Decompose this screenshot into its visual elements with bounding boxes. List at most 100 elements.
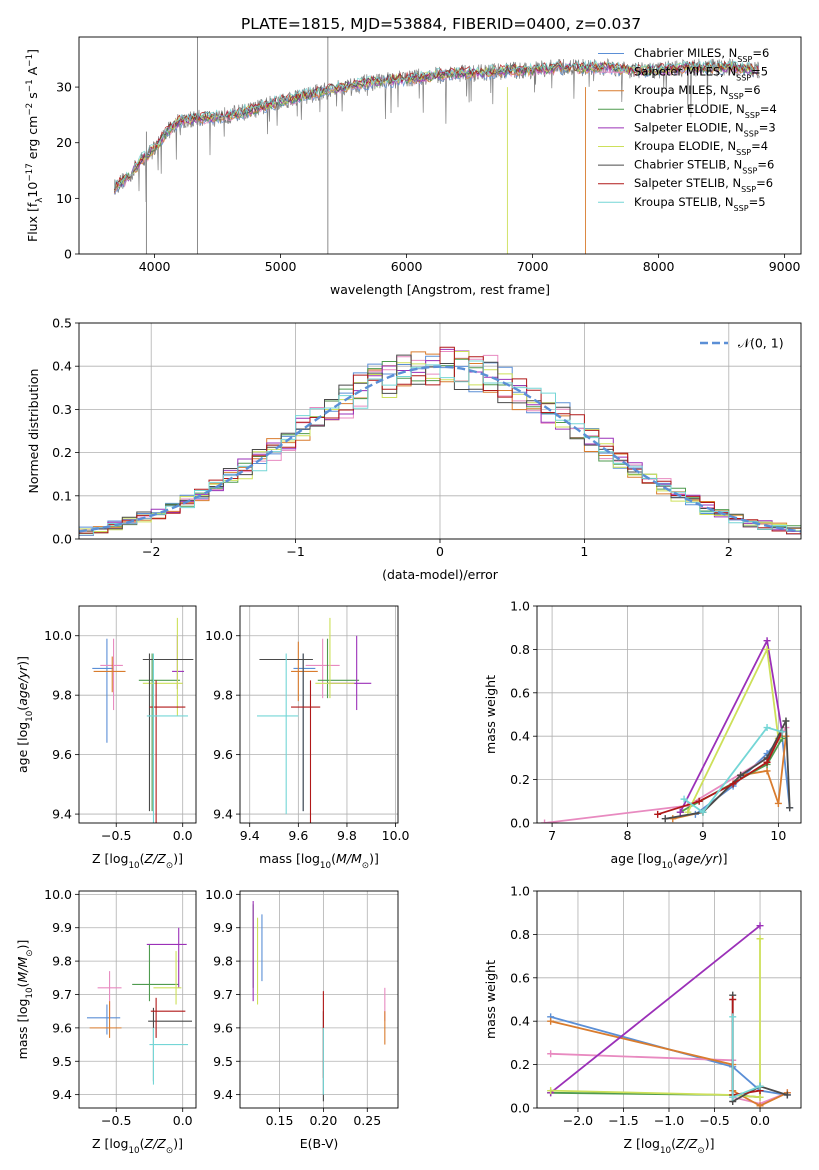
y-tick-label: 9.6 (52, 747, 72, 762)
x-tick-label: 1 (580, 544, 588, 559)
y-axis-label: mass weight (483, 675, 498, 754)
weight_vs_age-panel-plot (541, 637, 794, 823)
spectrum-model-line-8 (113, 59, 759, 189)
weight-marker-7 (695, 797, 703, 805)
x-axis-label: wavelength [Angstrom, rest frame] (330, 282, 550, 297)
y-tick-label: 9.4 (52, 807, 72, 822)
x-tick-label: 10.0 (382, 828, 410, 843)
x-tick-label: −0.5 (101, 828, 131, 843)
weight-marker-8 (729, 1093, 737, 1101)
axes-border (78, 36, 802, 255)
x-tick-label: −1.5 (608, 1113, 638, 1128)
weight-marker-5 (756, 1093, 764, 1101)
residuals-panel: −2 −1 0 1 2 0.0 0.1 0.2 0.3 0.4 0.5 𝒩(0, 1) (data-mo… (26, 316, 802, 582)
y-tick-label: 0.8 (510, 642, 530, 657)
weight-marker-8 (699, 808, 707, 816)
weight_vs_Z-panel-frame: −2.0 −1.5 −1.0 −0.5 0.0 0.0 0.2 0.4 0.6 0.8 1.0 Z [… (483, 884, 802, 1156)
spectrum-panel-frame: 4000 5000 6000 7000 8000 9000 0 10 20 30 Chabrier … (25, 36, 802, 297)
mass_vs_ebv-panel-frame: 0.15 0.20 0.25 9.4 9.5 9.6 9.7 9.8 9.9 10.0 E(B-V) (205, 887, 399, 1151)
y-tick-label: 9.8 (213, 954, 233, 969)
spectrum-panel: 4000 5000 6000 7000 8000 9000 0 10 20 30 Chabrier … (25, 36, 802, 297)
legend-entry: Salpeter MILES, NSSP=5 (634, 65, 768, 83)
x-tick-label: 9.4 (240, 828, 260, 843)
y-tick-label: 9.7 (52, 987, 72, 1002)
x-tick-label: 7000 (517, 259, 549, 274)
x-tick-label: 9000 (769, 259, 801, 274)
x-axis-label: Z [log10(Z/Z⊙)] (92, 1136, 183, 1156)
y-tick-label: 0.2 (52, 445, 72, 460)
legend-entry: Salpeter STELIB, NSSP=6 (634, 176, 773, 194)
weight-marker-2 (774, 799, 782, 807)
weight-marker-8 (729, 1013, 737, 1021)
y-tick-label: 9.8 (52, 688, 72, 703)
legend-entry: 𝒩(0, 1) (738, 336, 784, 351)
x-tick-label: 5000 (265, 259, 297, 274)
x-tick-label: 9.6 (288, 828, 308, 843)
weight-line-7 (731, 999, 761, 1097)
y-axis-label: age [log10(age/yr)] (15, 656, 35, 773)
x-axis-label: Z [log10(Z/Z⊙)] (92, 851, 183, 871)
legend-entry: Chabrier MILES, NSSP=6 (634, 46, 769, 64)
weight_vs_age-panel-grid (537, 605, 801, 824)
y-tick-label: 0.6 (510, 685, 530, 700)
weight-marker-8 (778, 728, 786, 736)
weight_vs_Z-panel-plot (547, 922, 791, 1108)
weight-marker-7 (729, 996, 737, 1003)
age_vs_mass-panel-grid (240, 606, 398, 823)
x-tick-label: −0.5 (699, 1113, 729, 1128)
weight-marker-7 (729, 780, 737, 788)
y-tick-label: 9.8 (213, 688, 233, 703)
legend-entry: Chabrier ELODIE, NSSP=4 (634, 102, 777, 120)
x-tick-label: 9 (699, 828, 707, 843)
weight-marker-2 (756, 1102, 764, 1108)
x-tick-label: 0.20 (309, 1113, 337, 1128)
y-tick-label: 0.4 (510, 729, 530, 744)
x-tick-label: 0.0 (173, 1113, 193, 1128)
x-axis-label: age [log10(age/yr)] (610, 851, 727, 871)
y-tick-label: 9.4 (213, 807, 233, 822)
y-tick-label: 9.4 (52, 1087, 72, 1102)
weight-marker-1 (547, 1050, 555, 1058)
x-axis-label: mass [log10(M/M⊙)] (259, 851, 379, 871)
weight-marker-6 (737, 771, 745, 779)
y-tick-label: 10.0 (205, 887, 233, 902)
x-tick-label: 7 (548, 828, 556, 843)
histogram-series-5 (79, 351, 801, 532)
weight-line-0 (550, 1016, 788, 1096)
weight-line-7 (657, 731, 783, 816)
y-tick-label: 9.6 (213, 747, 233, 762)
y-axis-label: mass [log10(M/M⊙)] (15, 940, 35, 1060)
x-tick-label: 0.0 (750, 1113, 770, 1128)
weight-marker-6 (661, 815, 669, 823)
weight-marker-7 (763, 758, 771, 766)
mass_vs_Z-panel: −0.5 0.0 9.4 9.5 9.6 9.7 9.8 9.9 10.0 Z [log10(Z/… (15, 887, 197, 1156)
x-tick-label: 6000 (391, 259, 423, 274)
legend-entry: Chabrier STELIB, NSSP=6 (634, 158, 774, 176)
y-tick-label: 0.0 (510, 816, 530, 831)
x-tick-label: 0 (436, 544, 444, 559)
legend-entry: Kroupa MILES, NSSP=6 (634, 83, 761, 101)
x-tick-label: −2.0 (563, 1113, 593, 1128)
weight-marker-4 (763, 637, 771, 645)
weight_vs_age-panel: 7 8 9 10 0.0 0.2 0.4 0.6 0.8 1.0 age [log10(age/yr… (483, 599, 802, 871)
weight-marker-7 (654, 810, 662, 818)
x-tick-label: 0.0 (173, 828, 193, 843)
weight-marker-4 (676, 808, 684, 816)
residuals-legend: 𝒩(0, 1) (700, 336, 784, 351)
weight_vs_Z-panel: −2.0 −1.5 −1.0 −0.5 0.0 0.0 0.2 0.4 0.6 0.8 1.0 Z [… (483, 884, 802, 1156)
y-tick-label: 20 (56, 135, 72, 150)
weight-line-5 (550, 938, 761, 1099)
weight-marker-2 (547, 1017, 555, 1025)
weight-marker-2 (763, 767, 771, 775)
weight-marker-5 (547, 1087, 555, 1095)
weight-marker-8 (680, 795, 688, 803)
y-tick-label: 0.8 (510, 927, 530, 942)
y-tick-label: 10.0 (205, 628, 233, 643)
y-axis-label: Flux [fλ10−17 erg cm−2 s−1 A−1] (25, 49, 45, 242)
weight-line-4 (550, 924, 761, 1094)
mass_vs_ebv-panel: 0.15 0.20 0.25 9.4 9.5 9.6 9.7 9.8 9.9 10.0 E(B-V) (205, 887, 399, 1151)
legend-entry: Kroupa STELIB, NSSP=5 (634, 195, 766, 213)
mass_vs_ebv-panel-plot (252, 901, 386, 1102)
